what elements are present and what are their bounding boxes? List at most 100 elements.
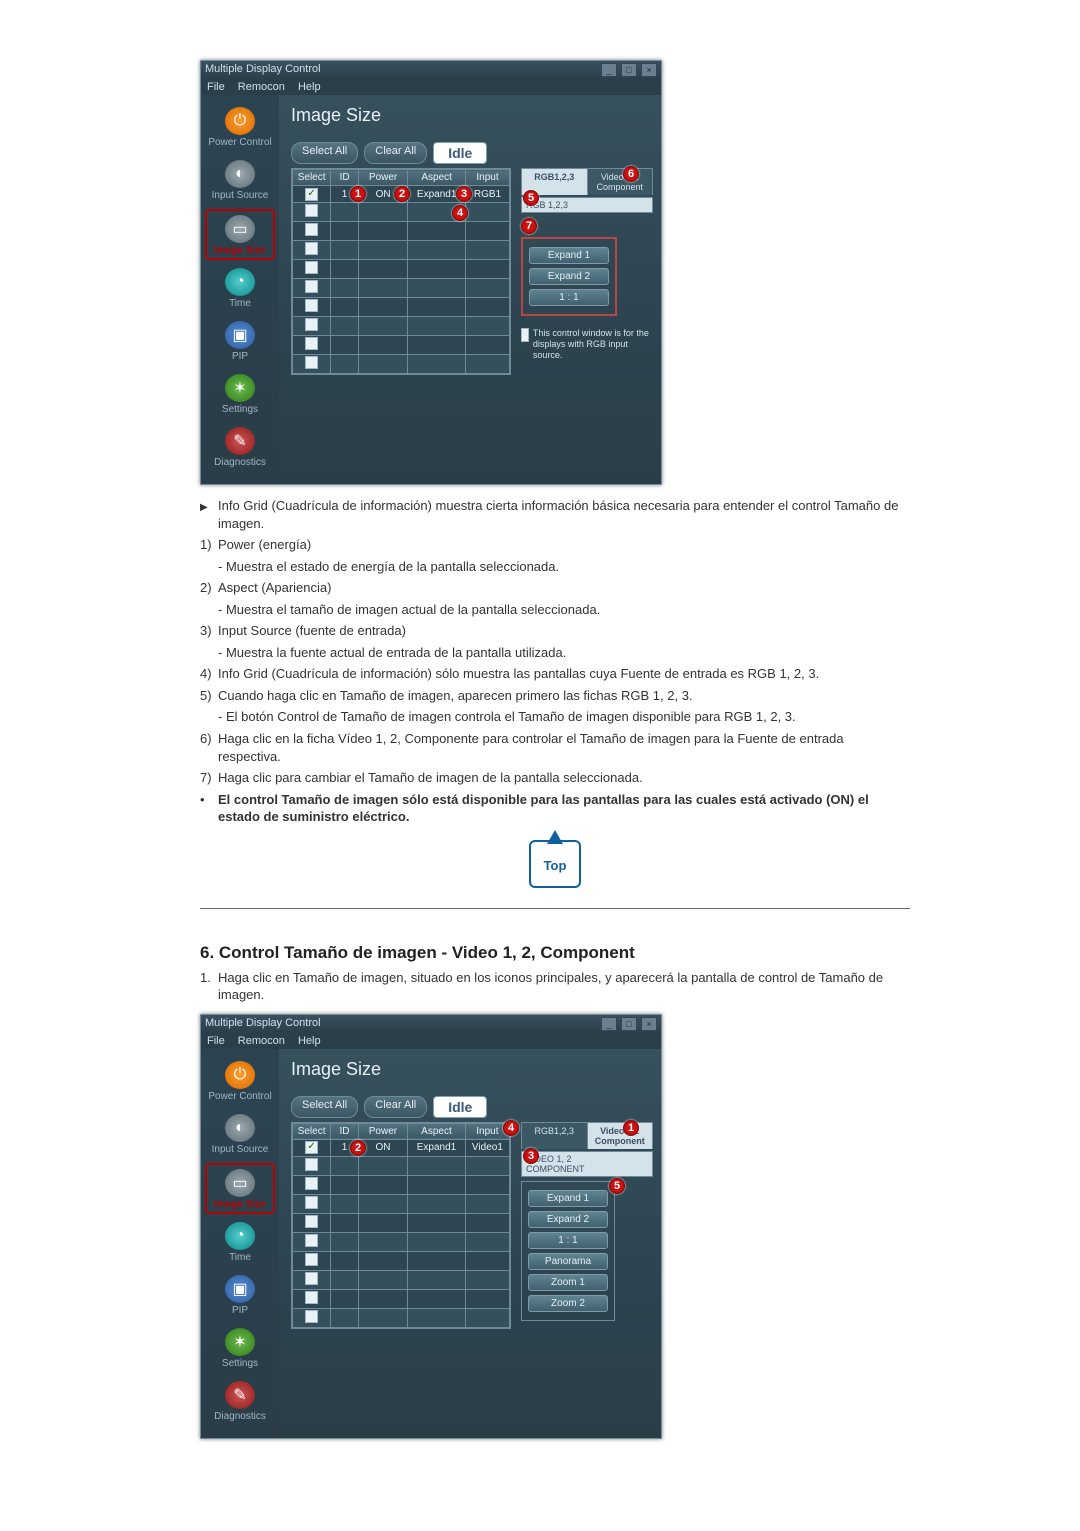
sidebar-item-power[interactable]: ⏻Power Control	[201, 1055, 279, 1108]
one-to-one-button[interactable]: 1 : 1	[529, 289, 609, 306]
checkbox-icon[interactable]	[305, 1291, 318, 1304]
select-all-button[interactable]: Select All	[291, 142, 358, 164]
checkbox-icon[interactable]	[305, 280, 318, 293]
menubar: File Remocon Help	[201, 1033, 661, 1049]
image-icon: ▭	[225, 1169, 255, 1197]
sidebar-item-image[interactable]: ▭Image Size	[205, 209, 275, 260]
sidebar: ⏻Power Control ◐Input Source ▭Image Size…	[201, 95, 279, 484]
checkbox-icon[interactable]	[305, 1272, 318, 1285]
checkbox-icon[interactable]	[305, 242, 318, 255]
page-title: Image Size	[291, 1059, 653, 1080]
maximize-icon[interactable]: □	[621, 1017, 637, 1031]
menu-help[interactable]: Help	[298, 81, 321, 93]
window-title: Multiple Display Control	[205, 63, 321, 77]
checkbox-icon[interactable]	[305, 1158, 318, 1171]
sidebar-item-settings[interactable]: ✶Settings	[201, 1322, 279, 1375]
one-to-one-button[interactable]: 1 : 1	[528, 1232, 608, 1249]
power-icon: ⏻	[225, 107, 255, 135]
checkbox-icon[interactable]	[305, 299, 318, 312]
diagnostics-icon: ✎	[225, 1381, 255, 1409]
checkbox-icon[interactable]	[305, 1215, 318, 1228]
col-aspect: Aspect	[408, 1123, 466, 1139]
sidebar-item-power[interactable]: ⏻Power Control	[201, 101, 279, 154]
section-title: 6. Control Tamaño de imagen - Video 1, 2…	[200, 943, 910, 963]
panorama-button[interactable]: Panorama	[528, 1253, 608, 1270]
minimize-icon[interactable]: _	[601, 63, 617, 77]
marker-5: 5	[609, 1178, 625, 1194]
checkbox-icon[interactable]	[305, 223, 318, 236]
minimize-icon[interactable]: _	[601, 1017, 617, 1031]
expand1-button[interactable]: Expand 1	[528, 1190, 608, 1207]
tab-video[interactable]: Video 1,2 Component	[588, 169, 653, 195]
menu-file[interactable]: File	[207, 1035, 225, 1047]
col-select: Select	[293, 1123, 331, 1139]
back-to-top-button[interactable]: Top	[529, 840, 581, 888]
marker-7: 7	[521, 218, 537, 234]
menu-help[interactable]: Help	[298, 1035, 321, 1047]
marker-3: 3	[456, 186, 472, 202]
window-buttons: _ □ ×	[600, 63, 657, 77]
toolbar: Select All Clear All Idle	[291, 1096, 653, 1118]
select-all-button[interactable]: Select All	[291, 1096, 358, 1118]
checkbox-icon[interactable]	[305, 337, 318, 350]
col-aspect: Aspect	[408, 170, 466, 186]
clear-all-button[interactable]: Clear All	[364, 1096, 427, 1118]
checkbox-icon[interactable]	[305, 356, 318, 369]
sidebar-item-input[interactable]: ◐Input Source	[201, 154, 279, 207]
marker-5: 5	[523, 190, 539, 206]
sidebar-item-pip[interactable]: ▣PIP	[201, 1269, 279, 1322]
checkbox-icon[interactable]	[305, 318, 318, 331]
sidebar-item-input[interactable]: ◐Input Source	[201, 1108, 279, 1161]
sidebar-item-image[interactable]: ▭Image Size	[205, 1163, 275, 1214]
settings-icon: ✶	[225, 1328, 255, 1356]
sidebar-item-time[interactable]: ◔Time	[201, 262, 279, 315]
expand2-button[interactable]: Expand 2	[529, 268, 609, 285]
idle-status: Idle	[433, 1096, 487, 1118]
checkbox-icon[interactable]: ✓	[305, 188, 318, 201]
menu-remocon[interactable]: Remocon	[238, 1035, 285, 1047]
expand1-button[interactable]: Expand 1	[529, 247, 609, 264]
sidebar-item-diagnostics[interactable]: ✎Diagnostics	[201, 421, 279, 474]
subtab-video: VIDEO 1, 2 COMPONENT	[521, 1151, 653, 1177]
menu-file[interactable]: File	[207, 81, 225, 93]
note-check-icon	[521, 328, 529, 342]
clear-all-button[interactable]: Clear All	[364, 142, 427, 164]
zoom1-button[interactable]: Zoom 1	[528, 1274, 608, 1291]
subtab-rgb: RGB 1,2,3	[521, 197, 653, 213]
sidebar-item-time[interactable]: ◔Time	[201, 1216, 279, 1269]
tab-video[interactable]: Video 1,2 Component	[588, 1123, 653, 1149]
zoom2-button[interactable]: Zoom 2	[528, 1295, 608, 1312]
col-input: Input	[466, 170, 510, 186]
input-icon: ◐	[225, 160, 255, 188]
maximize-icon[interactable]: □	[621, 63, 637, 77]
marker-4: 4	[452, 205, 468, 221]
checkbox-icon[interactable]	[305, 261, 318, 274]
checkbox-icon[interactable]	[305, 204, 318, 217]
size-panel-video: RGB1,2,3 Video 1,2 Component VIDEO 1, 2 …	[521, 1122, 653, 1329]
info-grid: Select ID Power Aspect Input ✓ 1 ON Expa…	[291, 1122, 511, 1329]
window-buttons: _ □ ×	[600, 1017, 657, 1031]
menu-remocon[interactable]: Remocon	[238, 81, 285, 93]
tab-rgb[interactable]: RGB1,2,3	[522, 1123, 588, 1149]
pip-icon: ▣	[225, 321, 255, 349]
checkbox-icon[interactable]	[305, 1196, 318, 1209]
sidebar-item-settings[interactable]: ✶Settings	[201, 368, 279, 421]
col-id: ID	[331, 170, 359, 186]
sidebar-item-diagnostics[interactable]: ✎Diagnostics	[201, 1375, 279, 1428]
close-icon[interactable]: ×	[641, 63, 657, 77]
settings-icon: ✶	[225, 374, 255, 402]
close-icon[interactable]: ×	[641, 1017, 657, 1031]
checkbox-icon[interactable]	[305, 1310, 318, 1323]
checkbox-icon[interactable]: ✓	[305, 1141, 318, 1154]
app-window-1: Multiple Display Control _ □ × File Remo…	[200, 60, 662, 485]
power-icon: ⏻	[225, 1061, 255, 1089]
checkbox-icon[interactable]	[305, 1253, 318, 1266]
idle-status: Idle	[433, 142, 487, 164]
checkbox-icon[interactable]	[305, 1177, 318, 1190]
app-window-2: Multiple Display Control _ □ × File Remo…	[200, 1014, 662, 1439]
checkbox-icon[interactable]	[305, 1234, 318, 1247]
table-row[interactable]: ✓ 1 ON Expand1 Video1	[293, 1139, 510, 1156]
sidebar-item-pip[interactable]: ▣PIP	[201, 315, 279, 368]
col-id: ID	[331, 1123, 359, 1139]
expand2-button[interactable]: Expand 2	[528, 1211, 608, 1228]
